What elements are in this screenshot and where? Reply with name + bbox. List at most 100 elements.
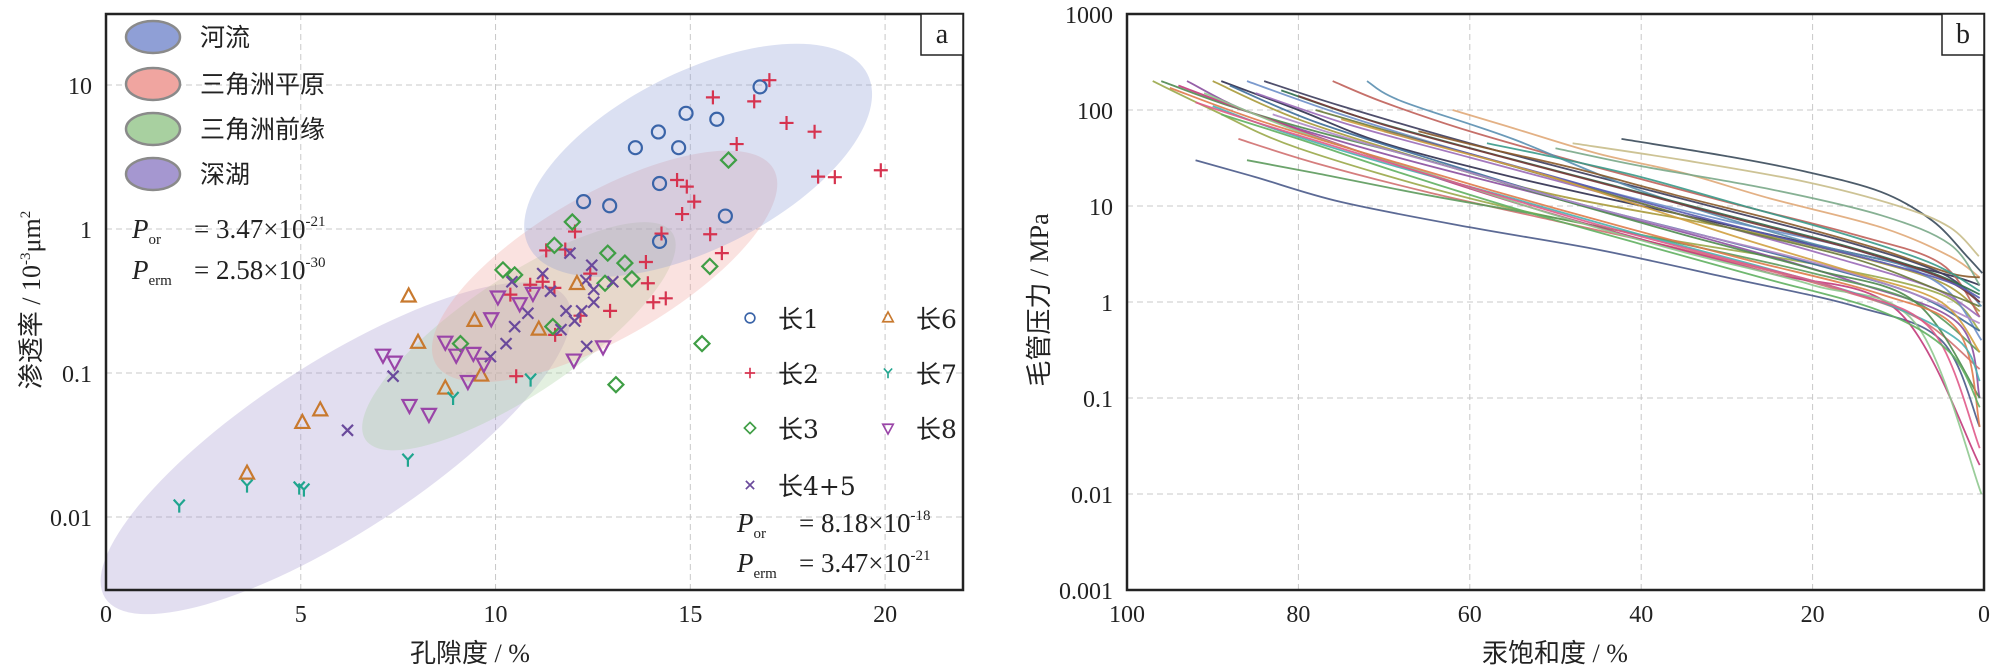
data-point-circle <box>627 140 643 156</box>
data-point-tri_down <box>297 482 311 497</box>
data-point-triangle_down <box>420 407 438 425</box>
legend-tri_down-icon <box>883 367 893 379</box>
svg-text:Por= 3.47×10-21: Por = 3.47×10-21 <box>131 214 325 248</box>
region-swatch-icon <box>124 66 182 102</box>
capillary-curve <box>1169 87 1981 428</box>
panel-a-x-tick-label: 5 <box>295 602 307 628</box>
region-swatch-icon <box>124 111 182 147</box>
series-legend-item: 长1 <box>744 305 819 334</box>
capillary-curve <box>1220 113 1981 408</box>
panel-b-y-tick-label: 1000 <box>1065 3 1113 29</box>
data-point-x <box>575 304 588 318</box>
data-point-x <box>563 246 577 260</box>
series-legend-item: 长2 <box>744 360 819 389</box>
series-legend-label: 长4+5 <box>778 472 856 501</box>
data-point-x <box>568 314 581 328</box>
panel-b-x-axis-title: 汞饱和度 / % <box>1482 639 1628 668</box>
data-point-triangle <box>568 273 586 291</box>
data-point-plus <box>503 287 518 302</box>
capillary-curve <box>1366 80 1983 308</box>
legend-diamond-icon <box>743 421 757 435</box>
capillary-curve <box>1195 159 1981 428</box>
data-point-plus <box>873 163 888 178</box>
data-point-x <box>499 337 513 350</box>
region-legend-label: 三角洲前缘 <box>200 115 325 144</box>
data-point-plus <box>779 115 794 130</box>
panel-b-y-axis-title: 毛管压力 / MPa <box>1025 213 1054 387</box>
data-point-x <box>484 350 497 363</box>
panel-a-x-tick-label: 20 <box>873 602 897 628</box>
stat-erm: Perm = 2.58×10-30 <box>131 255 325 289</box>
data-point-plus <box>638 254 653 269</box>
data-point-triangle <box>293 412 312 430</box>
panel-b-x-tick-label: 40 <box>1629 602 1653 628</box>
data-point-triangle <box>399 286 418 303</box>
data-point-plus <box>729 137 744 152</box>
data-point-x <box>536 267 549 280</box>
panel-a-y-tick-label: 0.01 <box>50 506 92 532</box>
data-point-diamond <box>451 334 470 353</box>
panel-a-porosity-permeability: a 0 5 10 15 20 0.01 0.1 1 10 孔隙度 / % 渗透率 / 10-3… <box>17 12 965 668</box>
legend-triangle_down-icon <box>881 423 895 436</box>
legend-circle-icon <box>744 312 756 324</box>
panel-b-frame <box>1125 12 1986 592</box>
data-point-plus <box>646 295 661 310</box>
data-point-diamond <box>598 244 617 263</box>
capillary-curve <box>1246 80 1983 341</box>
data-point-plus <box>509 369 524 384</box>
panel-a-x-tick-labels: 0 5 10 15 20 <box>100 602 897 628</box>
series-legend-label: 长6 <box>916 305 957 334</box>
data-point-plus <box>703 227 718 242</box>
data-point-triangle_down <box>475 357 493 375</box>
region-legend-item: 三角洲平原 <box>124 66 325 102</box>
capillary-curve <box>1263 80 1981 303</box>
data-point-diamond <box>606 375 625 394</box>
data-point-plus <box>523 277 538 292</box>
data-point-triangle_down <box>565 353 583 370</box>
data-point-circle <box>678 105 694 121</box>
stat-erm: Perm = 3.47×10-21 <box>736 548 930 582</box>
capillary-curve <box>1452 109 1981 279</box>
data-point-x <box>606 275 620 289</box>
data-point-triangle <box>529 319 548 336</box>
region-legend-item: 河流 <box>124 19 250 55</box>
panel-a-points <box>172 73 888 513</box>
capillary-curve <box>1418 130 1980 279</box>
panel-b-y-tick-label: 0.1 <box>1083 387 1113 413</box>
data-point-triangle_down <box>436 335 455 353</box>
series-legend-label: 长7 <box>916 360 957 389</box>
data-point-plus <box>747 94 762 109</box>
data-point-plus <box>811 169 826 184</box>
series-legend-item: 长8 <box>881 415 957 444</box>
series-legend-item: 长7 <box>883 360 957 389</box>
data-point-x <box>559 304 573 318</box>
panel-b-y-tick-label: 100 <box>1077 99 1113 125</box>
data-point-diamond <box>719 151 738 170</box>
data-point-triangle_down <box>464 346 483 364</box>
region-swatch-icon <box>124 156 182 192</box>
data-point-plus <box>670 172 685 187</box>
capillary-curve <box>1195 101 1981 449</box>
capillary-curve <box>1341 118 1981 353</box>
panel-a-x-axis-title: 孔隙度 / % <box>410 639 530 668</box>
data-point-tri_down <box>240 478 254 493</box>
panel-a-y-tick-label: 1 <box>80 218 92 244</box>
data-point-circle <box>752 79 768 95</box>
data-point-plus <box>548 327 563 342</box>
panel-b-x-tick-label: 0 <box>1978 602 1990 628</box>
series-legend-label: 长3 <box>778 415 819 444</box>
data-point-plus <box>583 266 598 281</box>
panel-b-y-tick-label: 0.01 <box>1071 483 1113 509</box>
panel-b-y-tick-labels: 0.001 0.01 0.1 1 10 100 1000 <box>1059 3 1113 605</box>
legend-plus-icon <box>744 367 756 379</box>
capillary-curve <box>1555 147 1981 286</box>
panel-b-capillary-pressure: b 100 80 60 40 20 0 0.001 0.01 0.1 1 10 100 1000 汞饱… <box>1025 3 1990 668</box>
region-ellipse-3 <box>100 282 572 615</box>
data-point-circle <box>709 111 725 127</box>
svg-text:Por= 8.18×10-18: Por = 8.18×10-18 <box>736 508 930 542</box>
data-point-plus <box>827 170 842 185</box>
panel-a-y-tick-labels: 0.01 0.1 1 10 <box>50 74 92 532</box>
panel-b-x-tick-label: 80 <box>1286 602 1310 628</box>
data-point-triangle <box>465 310 484 328</box>
